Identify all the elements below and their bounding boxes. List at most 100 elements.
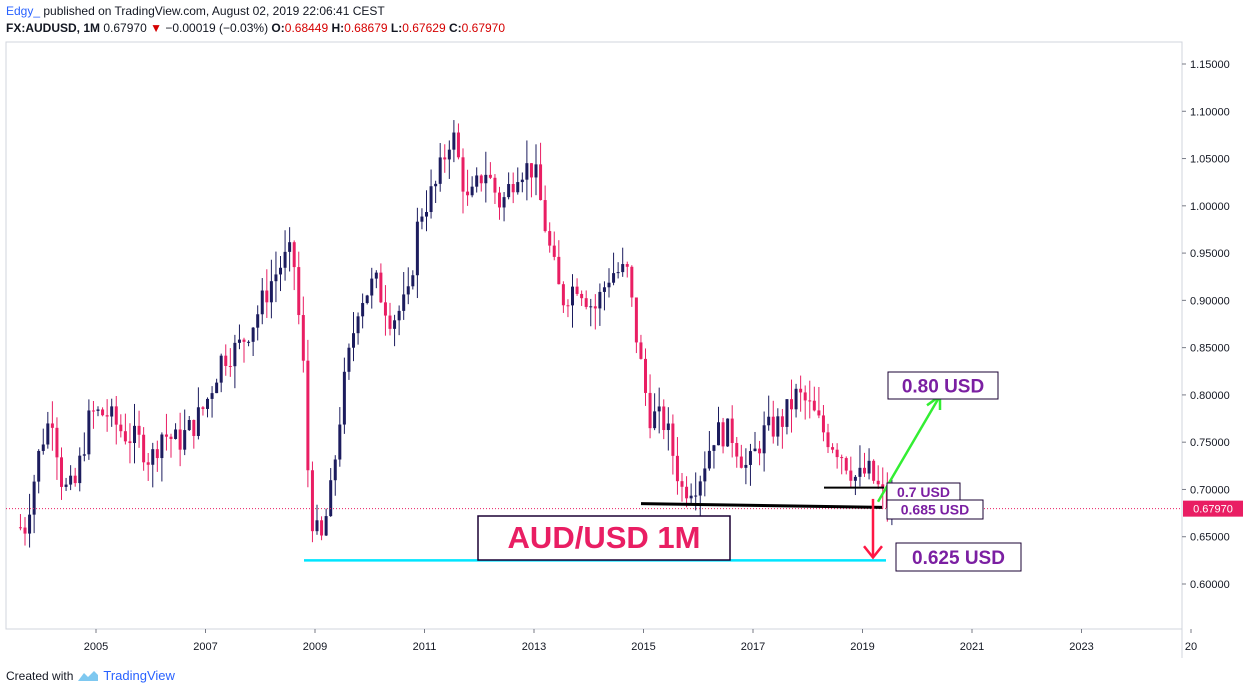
candle-body [867, 460, 871, 474]
annotation-box [895, 542, 1022, 572]
time-tick-label: 2007 [193, 641, 217, 653]
candle-body [498, 192, 502, 208]
candle-body [96, 409, 100, 411]
candle-body [164, 434, 168, 437]
candle-body [434, 183, 438, 187]
candle-body [315, 520, 319, 532]
candle-body [279, 267, 283, 275]
candle-body [872, 460, 876, 481]
candle-body [342, 371, 346, 425]
candle-body [739, 456, 743, 468]
candle-body [415, 221, 419, 276]
candle-body [621, 264, 625, 273]
candle-body [561, 284, 565, 306]
candle-body [612, 273, 616, 283]
candle-body [831, 447, 835, 450]
candle-body [858, 467, 862, 477]
candle-body [110, 406, 114, 417]
candle-body [55, 427, 59, 458]
candle-body [680, 481, 684, 487]
price-tick-label: 1.05000 [1190, 154, 1230, 166]
candle-body [529, 163, 533, 178]
candle-body [169, 436, 173, 439]
symbol-label[interactable]: FX:AUDUSD, 1M [6, 21, 101, 35]
candle-body [269, 281, 273, 303]
candle-body [60, 457, 64, 487]
candle-body [228, 365, 232, 367]
candle-body [443, 157, 447, 160]
candle-body [790, 399, 794, 410]
candle-body [237, 339, 241, 343]
candle-body [456, 132, 460, 158]
candle-body [192, 419, 196, 436]
candle-body [730, 418, 734, 444]
candle-body [101, 409, 105, 416]
candle-body [352, 333, 356, 348]
candle-body [320, 520, 324, 536]
price-axis[interactable]: 1.15000 1.10000 1.05000 1.00000 0.95000 0.900… [1182, 59, 1230, 591]
candle-body [361, 303, 365, 317]
candle-body [753, 448, 757, 452]
candle-body [607, 282, 611, 288]
red-arrow-head-icon [863, 545, 883, 560]
candle-body [105, 415, 109, 417]
candle-body [41, 444, 45, 451]
candle-body [758, 448, 762, 454]
candle-body [840, 457, 844, 459]
last-price-tag [1183, 500, 1243, 517]
candle-body [174, 429, 178, 439]
candle-body [717, 422, 721, 446]
candle-body [128, 441, 132, 444]
candle-body [803, 392, 807, 401]
candle-body [479, 175, 483, 184]
time-axis[interactable]: 2005 2007 2009 2011 2013 2015 2017 2019 2021 2023… [84, 629, 1197, 653]
drawings-group: 0.67970 0.80 USD 0.7 USD 0.685 USD 0.625 USD… [6, 371, 1243, 572]
candle-body [452, 132, 456, 150]
candle-body [333, 459, 337, 481]
brand-name[interactable]: TradingView [103, 668, 175, 683]
candle-body [356, 316, 360, 334]
candle-body [87, 410, 91, 455]
candle-body [475, 175, 479, 187]
candle-body [438, 157, 442, 184]
candle-body [493, 177, 497, 193]
candle-body [548, 231, 552, 246]
candle-body [178, 429, 182, 450]
candle-body [662, 406, 666, 431]
time-tick-label: 2015 [631, 641, 655, 653]
candle-body [187, 419, 191, 431]
price-tick-label: 0.85000 [1190, 343, 1230, 355]
candle-body [466, 191, 470, 196]
candle-body [32, 481, 36, 515]
candle-body [566, 305, 570, 307]
candle-body [666, 423, 670, 431]
candle-body [365, 295, 369, 304]
author-link[interactable]: Edgy_ [6, 4, 41, 18]
candle-body [853, 476, 857, 481]
published-text: published on TradingView.com, August 02,… [43, 4, 385, 18]
candle-body [707, 450, 711, 469]
candle-body [657, 406, 661, 412]
candle-body [644, 358, 648, 393]
candle-body [703, 468, 707, 482]
candle-body [671, 423, 675, 456]
candle-body [310, 470, 314, 532]
candle-body [69, 475, 73, 485]
time-tick-label: 2019 [850, 641, 874, 653]
candle-body [712, 445, 716, 451]
candle-body [374, 272, 378, 279]
candle-body [46, 423, 50, 445]
candle-body [82, 454, 86, 456]
created-with-text: Created with [6, 668, 74, 683]
last-price-tag-label: 0.67970 [1193, 504, 1233, 516]
candle-body [584, 298, 588, 307]
candle-body [821, 415, 825, 433]
low-label: L: [390, 21, 403, 35]
candle-body [771, 416, 775, 437]
annotation-label: 0.7 USD [897, 484, 950, 500]
high-label: H: [331, 21, 345, 35]
candle-body [324, 516, 328, 536]
candle-body [429, 186, 433, 213]
candle-body [721, 422, 725, 447]
